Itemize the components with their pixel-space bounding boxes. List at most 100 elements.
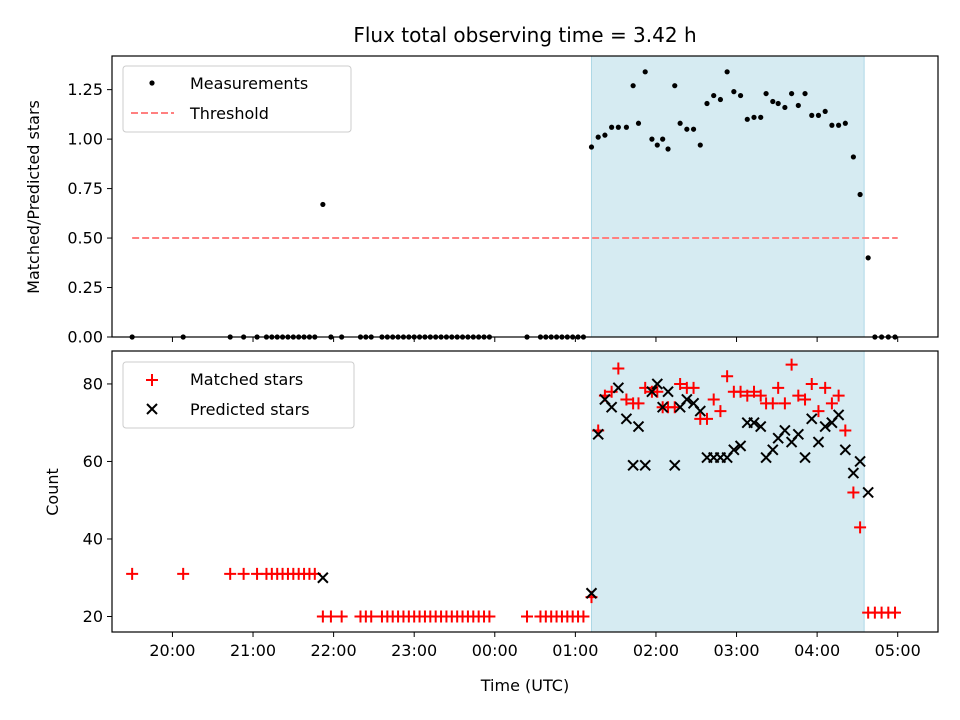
matched-star-marker	[721, 370, 734, 383]
matched-star-marker	[700, 412, 713, 425]
matched-star-marker	[819, 381, 832, 394]
x-tick-label: 21:00	[230, 641, 276, 660]
count-y-axis: 20 40 60 80	[83, 374, 112, 626]
legend-measurements-marker	[149, 80, 155, 86]
measurement-point	[649, 136, 655, 142]
matched-star-marker	[707, 393, 720, 406]
matched-star-marker	[612, 362, 625, 375]
measurement-point	[724, 69, 730, 75]
x-tick-label: 05:00	[875, 641, 921, 660]
measurement-point	[602, 132, 608, 138]
y-tick-label: 40	[83, 529, 103, 548]
predicted-star-marker	[779, 424, 791, 437]
predicted-star-marker	[839, 444, 852, 456]
measurement-point	[744, 116, 750, 122]
measurement-point	[609, 124, 615, 130]
measurement-point	[751, 114, 757, 120]
measurement-point	[782, 104, 788, 111]
legend-matched-marker	[146, 374, 158, 386]
measurement-point	[672, 83, 678, 89]
y-tick-label: 0.50	[67, 229, 103, 248]
measurement-point	[697, 142, 703, 148]
predicted-star-marker	[656, 401, 669, 413]
measurement-point	[684, 126, 690, 132]
measurement-point	[770, 98, 776, 105]
ratio-panel: 0.00 0.25 0.50 0.75 1.00 1.25 Matched/Predict…	[24, 55, 939, 347]
predicted-star-marker	[748, 416, 760, 429]
matched-star-marker	[734, 385, 747, 398]
matched-star-marker	[632, 397, 645, 410]
matched-star-marker	[324, 610, 337, 623]
y-tick-label: 1.25	[67, 80, 103, 99]
measurement-point	[665, 146, 671, 152]
legend-predicted-label: Predicted stars	[190, 400, 310, 419]
predicted-star-marker	[651, 378, 664, 390]
matched-star-marker	[825, 397, 838, 410]
y-tick-label: 20	[83, 607, 103, 626]
x-axis-label: Time (UTC)	[480, 676, 569, 695]
measurement-point	[737, 92, 744, 99]
predicted-star-marker	[847, 467, 860, 479]
predicted-star-marker	[819, 420, 831, 433]
predicted-star-marker	[767, 444, 779, 456]
x-tick-label: 03:00	[713, 641, 759, 660]
y-tick-label: 0.75	[67, 179, 103, 198]
matched-star-marker	[741, 389, 754, 402]
measurement-point	[795, 102, 801, 109]
measurement-point	[836, 122, 842, 128]
x-tick-label: 23:00	[391, 641, 437, 660]
measurement-point	[654, 142, 660, 148]
count-x-axis: 20:00 21:00 22:00 23:00 00:00 01:00 02:00 03:00…	[149, 632, 921, 660]
matched-star-marker	[365, 610, 378, 623]
matched-star-marker	[224, 567, 237, 580]
matched-star-marker	[483, 610, 496, 623]
matched-star-marker	[847, 486, 860, 499]
y-tick-label: 1.00	[67, 130, 103, 149]
predicted-star-marker	[605, 401, 618, 413]
ratio-legend-box	[122, 65, 352, 133]
measurement-point	[850, 154, 856, 160]
y-tick-label: 0.00	[67, 328, 103, 347]
x-tick-label: 01:00	[552, 641, 598, 660]
count-panel: 20 40 60 80 20:00 21:00 22:00 23:00 00:00 01:00 0…	[43, 350, 939, 695]
count-y-axis-label: Count	[43, 468, 62, 516]
x-tick-label: 20:00	[149, 641, 195, 660]
matched-star-marker	[674, 377, 687, 390]
measurement-point	[865, 255, 871, 261]
measurement-point	[763, 90, 769, 97]
matched-star-marker	[237, 567, 250, 580]
y-tick-label: 80	[83, 374, 103, 393]
matched-star-marker	[889, 606, 902, 619]
x-tick-label: 02:00	[633, 641, 679, 660]
x-tick-label: 04:00	[794, 641, 840, 660]
matched-star-marker	[766, 397, 779, 410]
measurement-point	[775, 100, 781, 107]
legend-matched-label: Matched stars	[190, 370, 303, 389]
observing-window-shade	[590, 350, 865, 633]
measurement-point	[320, 201, 326, 208]
y-tick-label: 0.25	[67, 278, 103, 297]
measurement-point	[809, 112, 815, 118]
matched-star-marker	[805, 377, 818, 390]
predicted-star-marker	[832, 409, 845, 421]
count-panel-frame	[111, 350, 939, 633]
matched-star-marker	[785, 358, 798, 371]
predicted-star-marker	[317, 572, 329, 584]
chart-title: Flux total observing time = 3.42 h	[353, 23, 696, 47]
count-legend-box	[122, 361, 355, 429]
matched-star-marker	[335, 610, 348, 623]
predicted-star-marker	[862, 486, 874, 499]
matched-star-marker	[747, 385, 760, 398]
predicted-star-marker	[669, 459, 681, 472]
measurement-point	[690, 126, 697, 132]
predicted-star-marker	[799, 451, 811, 464]
predicted-star-marker	[646, 385, 658, 398]
legend-predicted-marker	[146, 403, 158, 415]
predicted-star-marker	[854, 455, 866, 468]
predicted-star-marker	[694, 405, 706, 417]
measurement-point	[623, 124, 630, 130]
matched-stars-series	[126, 358, 902, 623]
measurement-point	[615, 124, 621, 130]
measurement-point	[704, 100, 710, 107]
